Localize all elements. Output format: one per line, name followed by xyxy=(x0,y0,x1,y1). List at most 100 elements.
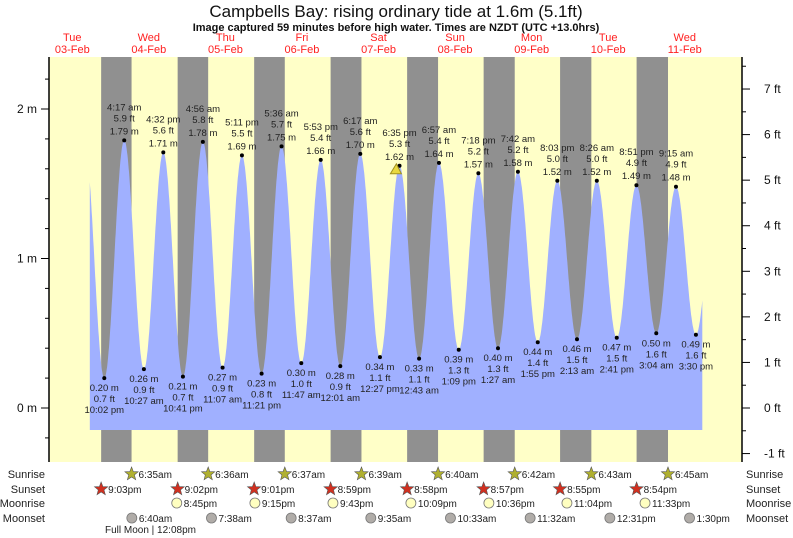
high-tide-ft: 5.4 ft xyxy=(428,136,449,147)
day-name: Fri xyxy=(296,32,309,44)
high-tide-m: 1.64 m xyxy=(424,149,453,160)
moonset-time: 6:40am xyxy=(139,514,172,525)
high-tide-time: 4:56 am xyxy=(186,104,220,115)
ft-tick-label: 6 ft xyxy=(764,128,781,142)
sunrise-icon xyxy=(507,466,523,481)
moonset-icon xyxy=(206,512,217,524)
high-tide-time: 7:18 pm xyxy=(461,135,495,146)
moonset-icon xyxy=(365,512,377,524)
moonrise-icon xyxy=(171,497,183,509)
low-tide-time: 2:13 am xyxy=(560,366,594,377)
high-tide-ft: 5.9 ft xyxy=(114,113,135,124)
day-name: Wed xyxy=(674,32,696,44)
m-tick-label: 1 m xyxy=(17,252,37,266)
low-tide-m: 0.20 m xyxy=(90,383,119,394)
high-tide-ft: 5.3 ft xyxy=(389,139,410,150)
ft-tick-label: 5 ft xyxy=(764,173,781,187)
high-tide-ft: 5.6 ft xyxy=(350,127,371,138)
high-tide-m: 1.69 m xyxy=(227,141,256,152)
low-tide-time: 11:21 pm xyxy=(242,401,281,412)
day-date: 03-Feb xyxy=(55,44,90,56)
day-name: Tue xyxy=(599,32,618,44)
day-date: 07-Feb xyxy=(361,44,396,56)
high-tide-m: 1.66 m xyxy=(306,146,335,157)
chart-subtitle: Image captured 59 minutes before high wa… xyxy=(193,22,600,34)
sunrise-time: 6:43am xyxy=(598,470,631,481)
high-tide-m: 1.57 m xyxy=(464,159,493,170)
low-tide-point xyxy=(417,356,422,361)
low-tide-ft: 0.9 ft xyxy=(212,384,233,395)
sunset-icon xyxy=(476,481,492,496)
high-tide-point xyxy=(476,171,481,176)
low-tide-point xyxy=(614,335,619,340)
high-tide-ft: 5.8 ft xyxy=(192,115,213,126)
moonset-time: 7:38am xyxy=(218,514,251,525)
moonrise-time: 10:36pm xyxy=(496,499,535,510)
sunrise-icon xyxy=(124,466,140,481)
high-tide-time: 4:17 am xyxy=(107,102,141,113)
sunset-time: 8:58pm xyxy=(414,485,447,496)
high-tide-point xyxy=(239,153,244,158)
low-tide-m: 0.28 m xyxy=(326,371,355,382)
low-tide-point xyxy=(377,355,382,360)
day-date: 06-Feb xyxy=(285,44,320,56)
moonset-time: 11:32am xyxy=(537,514,575,525)
day-name: Mon xyxy=(521,32,542,44)
day-date: 09-Feb xyxy=(514,44,549,56)
high-tide-point xyxy=(634,183,639,188)
high-tide-time: 6:17 am xyxy=(343,116,377,127)
moonset-time: 1:30pm xyxy=(697,514,730,525)
sunrise-time: 6:35am xyxy=(139,470,172,481)
moonrise-icon xyxy=(561,497,573,509)
sunset-row-label: Sunset xyxy=(11,484,45,496)
low-tide-m: 0.26 m xyxy=(129,374,158,385)
sunset-time: 8:55pm xyxy=(567,485,600,496)
low-tide-time: 11:47 am xyxy=(282,390,321,401)
sunrise-icon xyxy=(200,466,216,481)
sunset-time: 8:57pm xyxy=(491,485,524,496)
low-tide-ft: 1.1 ft xyxy=(409,375,430,386)
sunrise-row-label: Sunrise xyxy=(8,469,45,481)
moonset-icon xyxy=(604,512,616,524)
sunrise-time: 6:37am xyxy=(292,470,325,481)
low-tide-point xyxy=(259,371,264,376)
day-name: Sat xyxy=(370,32,387,44)
high-tide-time: 6:57 am xyxy=(422,125,456,136)
moonset-time: 12:31pm xyxy=(617,514,656,525)
sunrise-time: 6:39am xyxy=(368,470,401,481)
sunset-icon xyxy=(170,481,186,496)
moonset-icon xyxy=(445,512,456,524)
high-tide-m: 1.58 m xyxy=(503,158,532,169)
low-tide-ft: 1.6 ft xyxy=(685,351,706,362)
low-tide-point xyxy=(299,361,304,366)
high-tide-time: 8:51 pm xyxy=(619,147,653,158)
moonset-icon xyxy=(285,512,297,524)
moonrise-time: 11:04pm xyxy=(574,499,612,510)
low-tide-time: 2:41 pm xyxy=(600,365,634,376)
day-date: 11-Feb xyxy=(668,44,702,56)
sunset-row-label-right: Sunset xyxy=(746,484,780,496)
sunset-time: 9:03pm xyxy=(108,485,141,496)
moonset-icon xyxy=(524,512,536,524)
high-tide-point xyxy=(594,178,599,183)
high-tide-ft: 5.0 ft xyxy=(586,154,607,165)
m-tick-label: 2 m xyxy=(17,102,37,116)
low-tide-point xyxy=(693,332,698,337)
low-tide-time: 10:41 pm xyxy=(163,404,203,415)
ft-tick-label: 4 ft xyxy=(764,219,781,233)
low-tide-time: 11:07 am xyxy=(203,395,242,406)
moonset-icon xyxy=(126,512,138,524)
sunrise-time: 6:40am xyxy=(445,470,478,481)
low-tide-ft: 0.9 ft xyxy=(330,382,351,393)
high-tide-point xyxy=(200,139,205,144)
high-tide-ft: 4.9 ft xyxy=(665,160,686,171)
sunrise-icon xyxy=(583,466,599,481)
sunset-icon xyxy=(399,481,415,496)
sunrise-time: 6:36am xyxy=(215,470,248,481)
tide-curve xyxy=(89,140,703,430)
low-tide-m: 0.50 m xyxy=(642,338,671,349)
low-tide-m: 0.47 m xyxy=(602,343,631,354)
high-tide-point xyxy=(515,169,520,174)
